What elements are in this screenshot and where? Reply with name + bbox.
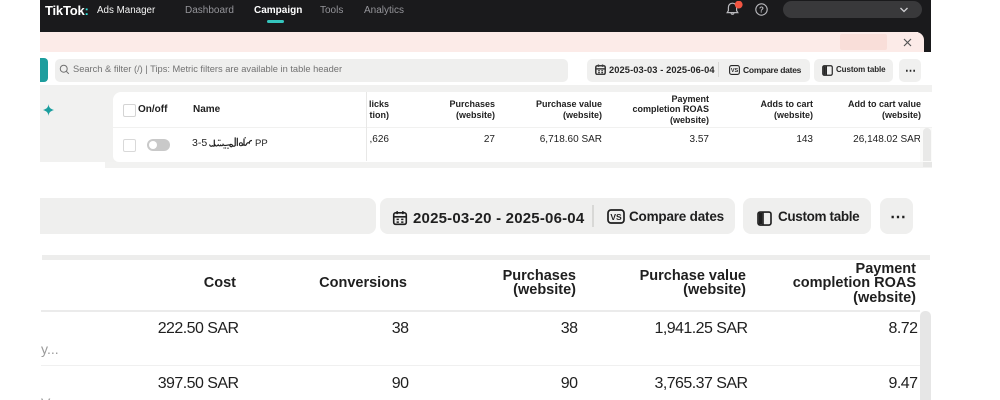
svg-text:VS: VS — [731, 68, 739, 74]
svg-text:VS: VS — [610, 212, 622, 222]
svg-text:?: ? — [759, 5, 764, 14]
